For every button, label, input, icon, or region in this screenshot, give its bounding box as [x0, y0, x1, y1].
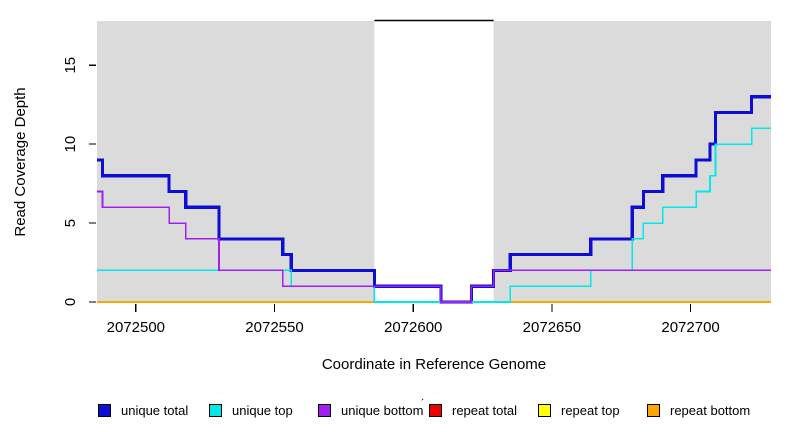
legend-item-unique-top: unique top: [209, 402, 293, 418]
x-tick-label: 2072700: [661, 319, 719, 336]
legend-swatch: [318, 403, 331, 417]
masked-region: [97, 21, 375, 303]
y-tick-label: 0: [62, 298, 79, 306]
legend-item-unique-total: unique total: [98, 402, 189, 418]
coverage-plot: 2072500 2072550 2072600 2072650 2072700 0 5 10 1…: [12, 19, 771, 373]
x-tick-label: 2072650: [523, 319, 581, 336]
y-tick-label: 10: [62, 136, 79, 153]
legend: unique total unique top unique bottom repea…: [0, 400, 792, 422]
legend-label: unique top: [232, 402, 293, 418]
x-axis-title: Coordinate in Reference Genome: [322, 356, 546, 373]
legend-label: unique bottom: [341, 402, 424, 418]
legend-swatch: [98, 403, 111, 417]
legend-item-repeat-bottom: repeat bottom: [647, 402, 751, 418]
x-tick-label: 2072600: [384, 319, 442, 336]
series-layer: [97, 95, 771, 304]
legend-swatch: [538, 403, 551, 417]
x-tick-label: 2072550: [245, 319, 303, 336]
legend-swatch: [647, 403, 660, 417]
y-tick-label: 15: [62, 57, 79, 74]
legend-swatch: [209, 403, 222, 417]
x-tick-label: 2072500: [107, 319, 165, 336]
legend-label: repeat total: [452, 402, 518, 418]
legend-label: repeat top: [561, 402, 620, 418]
legend-artifact-mark: ´: [421, 398, 425, 410]
legend-label: repeat bottom: [670, 402, 751, 418]
series-unique-bottom: [97, 190, 771, 303]
legend-item-repeat-top: repeat top: [538, 402, 620, 418]
plot-background-layer: [97, 19, 771, 303]
y-tick-label: 5: [62, 219, 79, 227]
legend-swatch: [429, 403, 442, 417]
series-unique-top: [97, 127, 771, 303]
y-axis-title: Read Coverage Depth: [12, 87, 29, 236]
legend-item-repeat-total: repeat total: [429, 402, 518, 418]
legend-item-unique-bottom: unique bottom: [318, 402, 424, 418]
legend-label: unique total: [121, 402, 189, 418]
axis-layer: 2072500 2072550 2072600 2072650 2072700 0 5 10 1…: [62, 57, 720, 336]
